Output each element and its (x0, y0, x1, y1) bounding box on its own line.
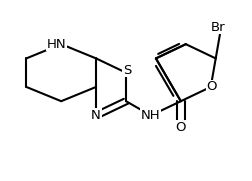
Text: S: S (123, 64, 132, 77)
Text: HN: HN (46, 38, 66, 51)
Text: O: O (207, 80, 217, 93)
Text: O: O (176, 121, 186, 134)
Text: Br: Br (211, 21, 226, 34)
Text: N: N (91, 109, 101, 122)
Text: NH: NH (141, 109, 161, 122)
